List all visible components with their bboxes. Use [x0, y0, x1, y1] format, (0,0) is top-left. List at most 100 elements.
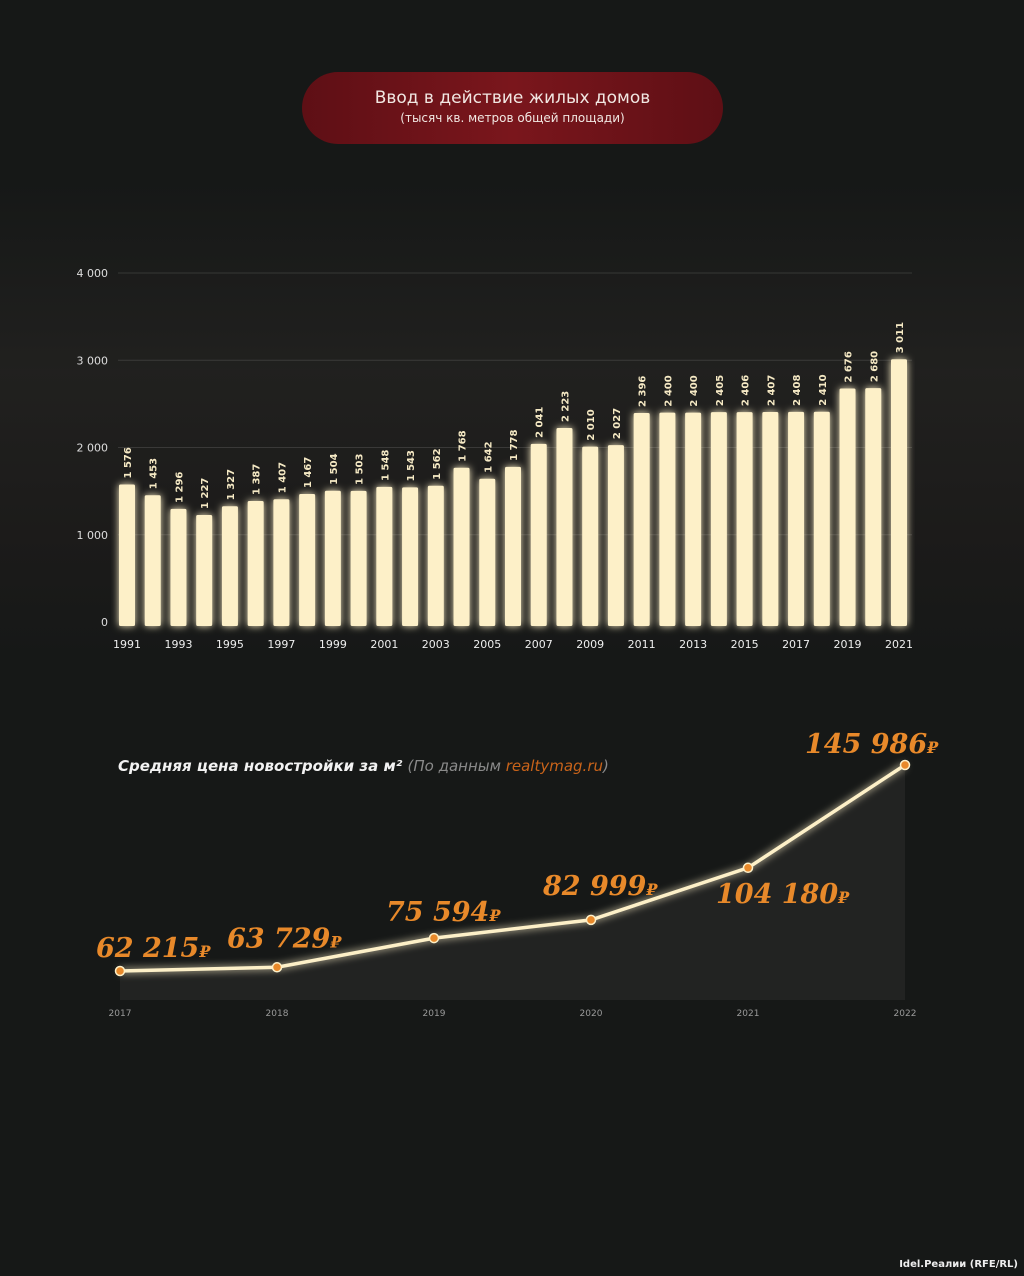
- y-tick-label: 2 000: [77, 442, 109, 455]
- bar: [479, 478, 496, 626]
- bar-value-label: 2 396: [638, 376, 649, 407]
- source-link[interactable]: realtymag.ru: [505, 757, 603, 775]
- bar: [453, 467, 470, 626]
- bar: [170, 508, 187, 626]
- x-tick-label: 2019: [423, 1009, 446, 1019]
- bar-value-label: 1 778: [509, 430, 520, 461]
- price-label: 62 215₽: [96, 933, 211, 964]
- bar: [659, 412, 676, 626]
- x-tick-label: 2017: [109, 1009, 132, 1019]
- x-tick-label: 2021: [737, 1009, 760, 1019]
- bar: [273, 499, 290, 626]
- bar-value-label: 1 562: [432, 448, 443, 479]
- bar-value-label: 1 576: [123, 447, 134, 478]
- bar-value-label: 2 406: [741, 375, 752, 406]
- x-tick-label: 1993: [164, 638, 192, 651]
- bar-value-label: 1 227: [200, 478, 211, 509]
- bar: [736, 412, 753, 626]
- bar: [427, 485, 444, 626]
- data-point: [271, 962, 283, 973]
- data-point: [428, 932, 440, 944]
- bar-value-label: 2 027: [612, 408, 623, 439]
- x-tick-label: 2017: [782, 638, 810, 651]
- bar-value-label: 1 642: [483, 441, 494, 472]
- x-tick-label: 2021: [885, 638, 913, 651]
- bar: [582, 446, 599, 626]
- bar-value-label: 1 387: [252, 464, 263, 495]
- bar-value-label: 2 223: [560, 391, 571, 422]
- x-tick-label: 2007: [525, 638, 553, 651]
- bar: [556, 428, 573, 626]
- x-tick-label: 1997: [267, 638, 295, 651]
- y-tick-label: 3 000: [77, 354, 109, 367]
- price-label: 104 180₽: [716, 879, 850, 910]
- bar-value-label: 1 504: [329, 453, 340, 484]
- bar-value-label: 3 011: [895, 322, 906, 353]
- bar-value-label: 1 768: [458, 430, 469, 461]
- bar-value-label: 1 467: [303, 457, 314, 488]
- bar: [891, 359, 907, 626]
- x-tick-label: 1991: [113, 638, 141, 651]
- bar: [530, 443, 547, 626]
- price-label: 82 999₽: [542, 871, 658, 902]
- x-tick-label: 2019: [834, 638, 862, 651]
- ruble-sign: ₽: [645, 880, 658, 899]
- price-label: 145 986₽: [805, 729, 939, 760]
- price-line: [119, 763, 906, 973]
- bar-value-label: 2 410: [818, 374, 829, 405]
- x-tick-label: 2013: [679, 638, 707, 651]
- bar-value-label: 1 327: [226, 469, 237, 500]
- x-tick-label: 2018: [266, 1009, 289, 1019]
- bar: [119, 484, 135, 626]
- line-chart-title: Средняя цена новостройки за м² (По данны…: [118, 757, 609, 775]
- x-tick-label: 2020: [580, 1009, 603, 1019]
- price-value: 145 986: [805, 729, 927, 760]
- bar: [350, 490, 367, 626]
- bar: [144, 495, 161, 626]
- bar-value-label: 2 407: [766, 375, 777, 406]
- price-value: 63 729: [227, 923, 331, 954]
- bar-chart: 0 1 000 2 000 3 000 4 000 1 576 1991 1 453 1 296…: [77, 267, 914, 651]
- price-label: 75 594₽: [386, 897, 501, 928]
- x-tick-label: 2001: [370, 638, 398, 651]
- ruble-sign: ₽: [198, 942, 211, 961]
- bar: [813, 411, 830, 626]
- price-value: 75 594: [386, 897, 489, 928]
- line-title-text: Средняя цена новостройки за м²: [118, 757, 403, 775]
- x-tick-label: 2015: [731, 638, 759, 651]
- title-pill: Ввод в действие жилых домов (тысяч кв. м…: [302, 72, 723, 144]
- data-point: [585, 914, 597, 926]
- price-label: 63 729₽: [227, 923, 342, 954]
- bar: [221, 506, 238, 626]
- y-tick-label: 1 000: [77, 529, 109, 542]
- data-point: [114, 965, 126, 977]
- y-tick-label: 0: [101, 616, 108, 629]
- bar-value-label: 1 503: [355, 454, 366, 485]
- bar: [633, 412, 650, 626]
- x-tick-label: 2022: [894, 1009, 917, 1019]
- bar-value-label: 2 400: [689, 375, 700, 406]
- bar-chart-title: Ввод в действие жилых домов: [374, 88, 651, 108]
- x-tick-label: 1995: [216, 638, 244, 651]
- bar-value-label: 2 680: [869, 351, 880, 382]
- bar-value-label: 2 408: [792, 375, 803, 406]
- bar-value-label: 2 405: [715, 375, 726, 406]
- bar-value-label: 1 453: [149, 458, 160, 489]
- bar-value-label: 1 296: [174, 472, 185, 503]
- bar-chart-subtitle: (тысяч кв. метров общей площади): [400, 111, 625, 125]
- price-value: 82 999: [542, 871, 647, 902]
- x-tick-label: 2009: [576, 638, 604, 651]
- bar: [788, 411, 805, 626]
- x-tick-label: 2005: [473, 638, 501, 651]
- bar: [196, 514, 213, 626]
- data-point: [742, 862, 754, 874]
- price-value: 104 180: [716, 879, 838, 910]
- bar-value-label: 2 676: [844, 351, 855, 382]
- bar: [762, 411, 779, 626]
- bar: [247, 500, 264, 626]
- bar: [505, 466, 521, 626]
- bar: [839, 388, 856, 626]
- area-fill: [120, 765, 905, 1000]
- x-tick-label: 1999: [319, 638, 347, 651]
- credit: Idel.Реалии (RFE/RL): [899, 1259, 1018, 1270]
